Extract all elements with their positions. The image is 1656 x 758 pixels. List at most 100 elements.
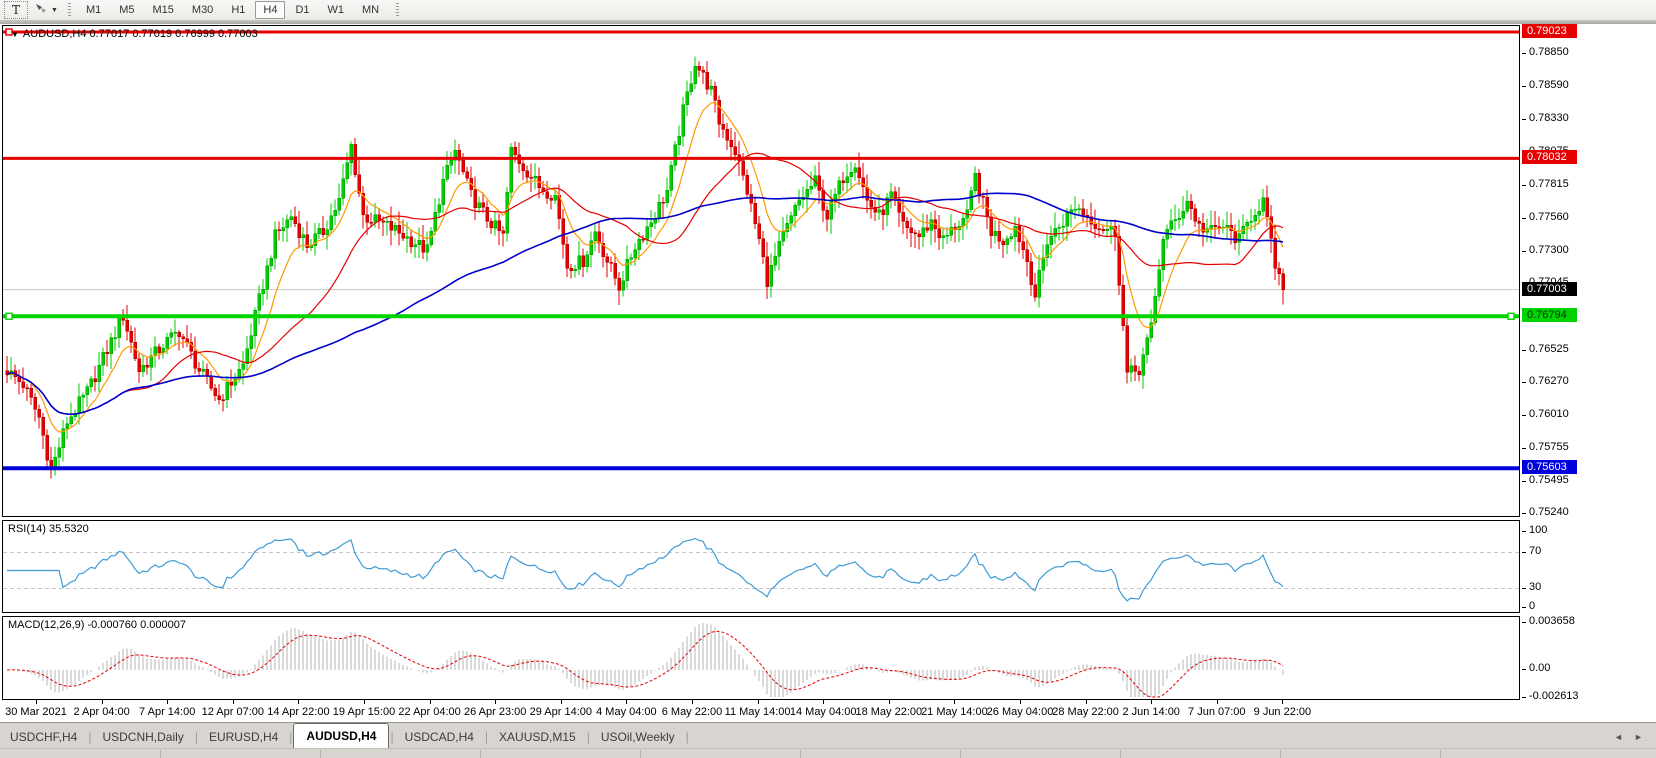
arrows-tool-icon — [34, 2, 48, 18]
rsi-pane[interactable]: RSI(14) 35.5320 — [2, 520, 1520, 613]
price-tick-label: 0.76270 — [1529, 375, 1569, 388]
timeframe-button-m1[interactable]: M1 — [85, 4, 102, 16]
time-tick-mark — [954, 700, 956, 704]
time-tick-mark — [692, 700, 693, 704]
price-tick-label: 0.75240 — [1529, 506, 1569, 519]
time-tick-mark — [626, 700, 628, 704]
axis-tick-mark — [1522, 622, 1526, 623]
bottom-strip-divider — [960, 750, 961, 758]
main-price-pane[interactable]: ▼ AUDUSD,H4 0.77017 0.77019 0.76999 0.770… — [2, 25, 1520, 517]
axis-tick-mark — [1522, 480, 1526, 482]
axis-tick-mark — [1522, 250, 1526, 252]
time-tick-label: 7 Apr 14:00 — [139, 706, 196, 718]
axis-tick-mark — [1522, 382, 1526, 384]
axis-tick-mark — [1522, 86, 1526, 88]
axis-tick-mark — [1522, 551, 1526, 553]
time-tick-label: 14 May 04:00 — [789, 706, 857, 718]
time-tick-label: 2 Jun 14:00 — [1122, 706, 1180, 718]
time-tick-label: 18 May 22:00 — [855, 706, 923, 718]
chart-tab-audusd[interactable]: AUDUSD,H4 — [293, 723, 390, 749]
timeframe-button-d1[interactable]: D1 — [295, 4, 310, 16]
price-tick-label: 0.75755 — [1529, 440, 1569, 453]
time-tick-label: 14 Apr 22:00 — [267, 706, 330, 718]
chart-tab-xauusd[interactable]: XAUUSD,M15 — [499, 730, 576, 744]
macd-pane[interactable]: MACD(12,26,9) -0.000760 0.000007 — [2, 616, 1520, 700]
time-tick-label: 9 Jun 22:00 — [1253, 706, 1312, 718]
axis-tick-mark — [1522, 513, 1526, 515]
price-tick-label: 0.76525 — [1529, 342, 1569, 355]
time-axis: 30 Mar 2021 2 Apr 04:00 7 Apr 14:00 12 Apr … — [2, 700, 1521, 722]
chevron-down-icon: ▼ — [51, 6, 58, 14]
price-axis: 0.788500.785900.783300.780750.778150.775… — [1522, 24, 1656, 722]
bottom-strip-divider — [1280, 750, 1281, 758]
axis-tick-mark — [1522, 669, 1526, 670]
macd-tick-label: -0.002613 — [1529, 690, 1579, 702]
timeframe-button-h1[interactable]: H1 — [231, 4, 246, 16]
chart-tab-usdcad[interactable]: USDCAD,H4 — [404, 730, 474, 744]
timeframe-button-mn[interactable]: MN — [362, 4, 380, 16]
time-tick-mark — [1216, 700, 1218, 704]
price-tick-label: 0.77815 — [1529, 178, 1569, 191]
chart-tab-usdchf[interactable]: USDCHF,H4 — [10, 730, 78, 744]
arrows-tool-button[interactable]: ▼ — [32, 2, 60, 18]
chart-title: ▼ AUDUSD,H4 0.77017 0.77019 0.76999 0.770… — [11, 28, 258, 40]
timeframe-button-m30[interactable]: M30 — [191, 4, 214, 16]
time-tick-mark — [495, 700, 497, 704]
axis-tick-mark — [1522, 531, 1526, 532]
hline-price-label: 0.75603 — [1522, 460, 1577, 475]
rsi-tick-label: 70 — [1529, 544, 1542, 557]
time-tick-label: 26 May 04:00 — [986, 706, 1054, 718]
time-tick-mark — [757, 700, 759, 704]
time-tick-mark — [36, 700, 37, 704]
tab-separator: | — [390, 730, 394, 744]
time-tick-mark — [429, 700, 431, 704]
time-tick-label: 30 Mar 2021 — [5, 706, 67, 718]
symbol-caret-icon: ▼ — [11, 30, 19, 39]
axis-tick-mark — [1522, 607, 1526, 608]
text-label-tool-button[interactable]: T — [4, 1, 28, 19]
axis-tick-mark — [1522, 53, 1526, 55]
time-tick-mark — [823, 700, 825, 704]
time-tick-label: 12 Apr 07:00 — [201, 706, 264, 718]
bottom-strip-divider — [800, 750, 801, 758]
axis-tick-mark — [1522, 217, 1526, 219]
timeframe-button-m15[interactable]: M15 — [152, 4, 174, 16]
bottom-strip-divider — [480, 750, 481, 758]
time-tick-mark — [1151, 700, 1153, 704]
timeframe-button-h4[interactable]: H4 — [255, 1, 286, 19]
price-tick-label: 0.75495 — [1529, 473, 1569, 486]
price-tick-label: 0.77560 — [1529, 210, 1569, 223]
time-tick-label: 2 Apr 04:00 — [73, 706, 130, 718]
price-tick-label: 0.77300 — [1529, 243, 1569, 256]
time-tick-mark — [1020, 700, 1021, 704]
chart-horizontal-scrollbar[interactable] — [0, 20, 1656, 24]
timeframe-button-w1[interactable]: W1 — [327, 4, 345, 16]
time-tick-label: 6 May 22:00 — [661, 706, 723, 718]
axis-tick-mark — [1522, 587, 1526, 589]
axis-tick-mark — [1522, 349, 1526, 351]
time-tick-label: 28 May 22:00 — [1052, 706, 1119, 718]
time-tick-mark — [1085, 700, 1087, 704]
tab-separator: | — [586, 730, 590, 744]
axis-tick-mark — [1522, 697, 1526, 698]
chart-tab-usdcnh[interactable]: USDCNH,Daily — [102, 730, 184, 744]
rsi-tick-label: 100 — [1529, 524, 1548, 536]
bottom-strip-divider — [1440, 750, 1441, 758]
timeframe-buttons: M1 M5 M15 M30 H1 H4 D1 W1 MN — [77, 1, 388, 19]
bottom-strip-divider — [1120, 750, 1121, 758]
timeframe-button-m5[interactable]: M5 — [119, 4, 135, 16]
rsi-tick-label: 0 — [1529, 600, 1536, 612]
rsi-label: RSI(14) 35.5320 — [8, 523, 89, 535]
axis-tick-mark — [1522, 185, 1526, 187]
tab-scroll-left-button[interactable]: ◄ — [1614, 732, 1623, 742]
chart-tab-usoil[interactable]: USOil,Weekly — [600, 730, 675, 744]
axis-tick-mark — [1522, 119, 1526, 121]
bottom-strip — [0, 748, 1656, 758]
time-tick-mark — [364, 700, 365, 704]
tab-scroll-right-button[interactable]: ► — [1634, 732, 1643, 742]
time-tick-mark — [888, 700, 890, 704]
price-tick-label: 0.78330 — [1529, 112, 1569, 125]
chart-tab-eurusd[interactable]: EURUSD,H4 — [208, 730, 279, 744]
time-tick-label: 29 Apr 14:00 — [529, 706, 592, 718]
